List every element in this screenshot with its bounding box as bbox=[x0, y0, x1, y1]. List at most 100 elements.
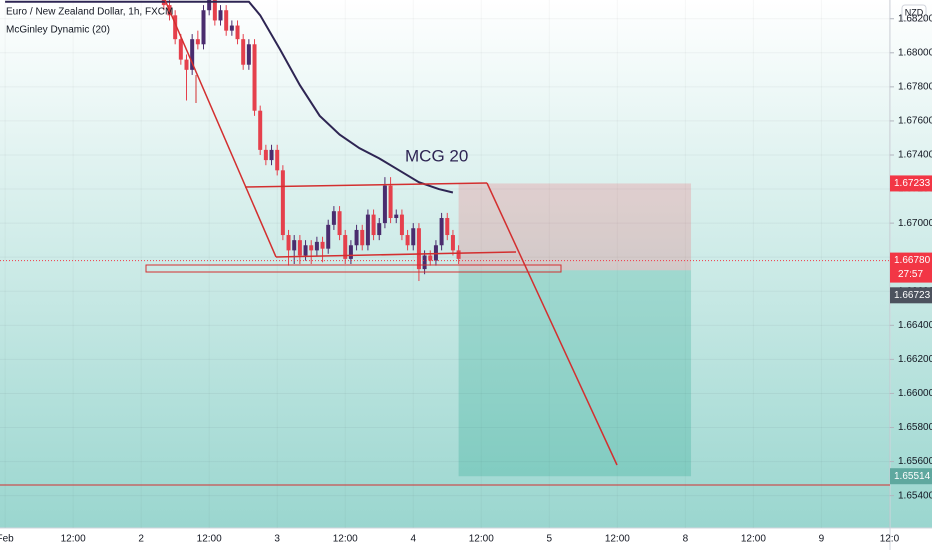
candle-body bbox=[190, 39, 195, 70]
x-tick-label: 12:00 bbox=[469, 534, 494, 545]
candle-body bbox=[320, 241, 325, 249]
x-tick-label: 3 bbox=[274, 534, 280, 545]
y-tick-label: 1.65800 bbox=[898, 422, 932, 433]
indicator-legend[interactable]: McGinley Dynamic (20) bbox=[6, 25, 110, 36]
countdown: 27:57 bbox=[898, 269, 923, 280]
candle-body bbox=[201, 10, 206, 45]
candle-body bbox=[178, 39, 183, 60]
position-tool bbox=[458, 183, 692, 477]
candle-body bbox=[314, 241, 319, 251]
candle-body bbox=[394, 214, 399, 219]
candle-body bbox=[445, 218, 450, 236]
price-axis-label bbox=[890, 175, 932, 192]
candle-body bbox=[354, 229, 359, 246]
candle-body bbox=[388, 185, 393, 219]
stop-zone bbox=[458, 183, 692, 271]
x-tick-label: Feb bbox=[0, 534, 14, 545]
y-tick-label: 1.66400 bbox=[898, 320, 932, 331]
candle-body bbox=[371, 214, 376, 236]
pane-background bbox=[0, 0, 932, 528]
candle-body bbox=[456, 250, 461, 259]
candle-body bbox=[348, 245, 353, 259]
channel-bottom bbox=[275, 251, 517, 258]
candle-body bbox=[184, 59, 189, 70]
candle-body bbox=[365, 214, 370, 246]
candle-body bbox=[303, 245, 308, 256]
candle-body bbox=[269, 149, 274, 161]
y-tick-label: 1.66000 bbox=[898, 388, 932, 399]
price-axis-label-text: 1.67233 bbox=[894, 178, 931, 189]
price-axis-label-text: 1.66723 bbox=[894, 290, 931, 301]
candle-body bbox=[399, 214, 404, 236]
x-tick-label: 2 bbox=[138, 534, 144, 545]
candle-body bbox=[241, 39, 246, 65]
x-tick-label: 8 bbox=[683, 534, 689, 545]
y-tick-label: 1.68000 bbox=[898, 47, 932, 58]
price-axis-label-text: 1.65514 bbox=[894, 471, 931, 482]
symbol-title: Euro / New Zealand Dollar, 1h, FXCM bbox=[6, 7, 173, 18]
candle-body bbox=[377, 223, 382, 236]
price-axis-label bbox=[890, 287, 932, 304]
candle-body bbox=[326, 224, 331, 249]
x-tick-label: 4 bbox=[410, 534, 416, 545]
indicator-line bbox=[5, 0, 454, 194]
x-tick-label: 5 bbox=[547, 534, 553, 545]
candle-body bbox=[416, 228, 421, 270]
candle-body bbox=[280, 170, 285, 236]
candle-body bbox=[360, 229, 365, 246]
x-tick-label: 9 bbox=[819, 534, 825, 545]
channel-top bbox=[244, 182, 488, 188]
time-axis-background bbox=[0, 528, 932, 550]
y-tick-label: 1.65400 bbox=[898, 490, 932, 501]
support-zone bbox=[145, 264, 562, 273]
candle-body bbox=[207, 0, 212, 11]
y-tick-label: 1.67000 bbox=[898, 218, 932, 229]
candle-body bbox=[246, 44, 251, 65]
candle-body bbox=[337, 211, 342, 236]
candle-body bbox=[224, 10, 229, 31]
candle-body bbox=[263, 149, 268, 161]
candle-body bbox=[309, 245, 314, 251]
currency-button[interactable] bbox=[901, 4, 927, 22]
candle-body bbox=[258, 110, 263, 150]
candle-body bbox=[450, 235, 455, 251]
candle-body bbox=[173, 15, 178, 40]
grid bbox=[0, 18, 890, 497]
candle-body bbox=[428, 255, 433, 261]
candle-body bbox=[229, 25, 234, 31]
candle-body bbox=[212, 0, 217, 21]
drawings bbox=[0, 0, 890, 486]
candle-body bbox=[235, 25, 240, 40]
currency-label[interactable]: NZD bbox=[905, 7, 924, 17]
candle-body bbox=[292, 240, 297, 251]
x-tick-label: 12:0 bbox=[880, 534, 900, 545]
x-tick-label: 12:00 bbox=[197, 534, 222, 545]
x-tick-label: 12:00 bbox=[61, 534, 86, 545]
trend-line bbox=[164, 0, 277, 258]
y-tick-label: 1.67800 bbox=[898, 82, 932, 93]
x-tick-label: 12:00 bbox=[333, 534, 358, 545]
candle-body bbox=[382, 185, 387, 224]
annotation: MCG 20 bbox=[405, 146, 468, 165]
candle-body bbox=[195, 39, 200, 45]
plot-area bbox=[0, 0, 890, 282]
candle-body bbox=[343, 235, 348, 259]
candle-body bbox=[286, 235, 291, 251]
y-tick-label: 1.67600 bbox=[898, 116, 932, 127]
price-axis-label bbox=[890, 468, 932, 485]
candle-body bbox=[297, 240, 302, 256]
candle-body bbox=[422, 255, 427, 270]
y-tick-label: 1.67400 bbox=[898, 150, 932, 161]
y-tick-label: 1.68200 bbox=[898, 13, 932, 24]
candle-body bbox=[439, 218, 444, 246]
projection-line bbox=[486, 182, 618, 466]
candle-body bbox=[405, 235, 410, 246]
x-tick-label: 12:00 bbox=[741, 534, 766, 545]
y-tick-label: 1.65600 bbox=[898, 456, 932, 467]
price-axis-label bbox=[890, 252, 932, 283]
candle-body bbox=[331, 211, 336, 225]
candle-body bbox=[411, 228, 416, 246]
y-tick-label: 1.66200 bbox=[898, 354, 932, 365]
candle-body bbox=[275, 149, 280, 171]
